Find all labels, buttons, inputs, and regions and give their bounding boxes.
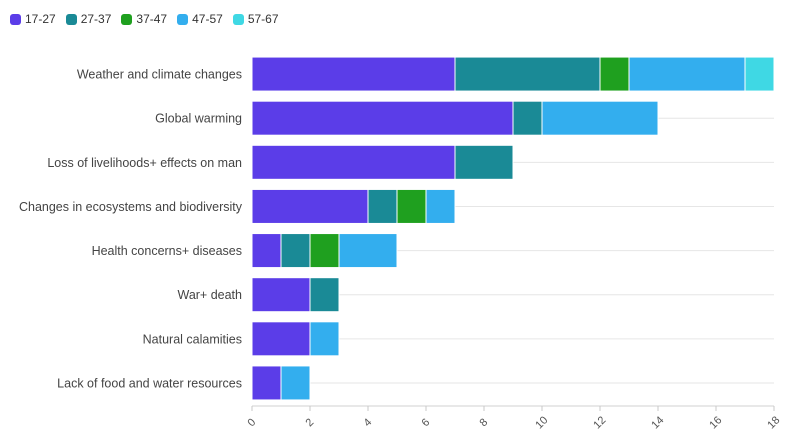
bar-segment-27-37[interactable]: [367, 188, 398, 224]
bar-segment-47-57[interactable]: [338, 233, 398, 269]
bar-segment-27-37[interactable]: [309, 277, 340, 313]
x-tick-label: 16: [707, 414, 724, 431]
category-label: Natural calamities: [143, 332, 242, 346]
x-tick-label: 2: [303, 416, 316, 429]
bar-segment-47-57[interactable]: [541, 100, 659, 136]
x-tick-label: 12: [591, 414, 608, 431]
bar-segment-37-47[interactable]: [396, 188, 427, 224]
bar-segment-17-27[interactable]: [251, 100, 514, 136]
bar-segment-27-37[interactable]: [454, 144, 514, 180]
x-tick-label: 6: [419, 416, 432, 429]
legend-swatch: [121, 13, 133, 25]
category-label: Weather and climate changes: [77, 68, 242, 82]
x-tick-label: 18: [765, 414, 782, 431]
legend-item-37-47[interactable]: 37-47: [121, 12, 167, 26]
x-tick-label: 14: [649, 414, 666, 431]
legend-label: 57-67: [247, 12, 279, 26]
bar-segment-27-37[interactable]: [454, 56, 601, 92]
x-tick-label: 0: [245, 416, 258, 429]
legend-swatch: [177, 13, 189, 25]
legend-item-47-57[interactable]: 47-57: [177, 12, 223, 26]
bar-segment-37-47[interactable]: [599, 56, 630, 92]
bar-segment-47-57[interactable]: [425, 188, 456, 224]
legend-item-17-27[interactable]: 17-27: [10, 12, 56, 26]
legend-label: 17-27: [25, 12, 56, 26]
legend-swatch: [65, 13, 77, 25]
x-tick-label: 4: [361, 416, 374, 429]
bar-segment-17-27[interactable]: [251, 277, 311, 313]
bar-segment-17-27[interactable]: [251, 188, 369, 224]
bar-segment-57-67[interactable]: [744, 56, 775, 92]
bar-segment-47-57[interactable]: [309, 321, 340, 357]
category-label: Loss of livelihoods+ effects on man: [47, 156, 242, 170]
legend-item-57-67[interactable]: 57-67: [232, 12, 279, 26]
legend-label: 37-47: [136, 12, 168, 26]
category-label: Global warming: [155, 112, 242, 126]
chart-legend: 17-27 27-37 37-47 47-57 57-67: [10, 8, 279, 30]
category-label: Lack of food and water resources: [57, 376, 242, 390]
bar-segment-17-27[interactable]: [251, 365, 282, 401]
x-tick-label: 10: [533, 414, 550, 431]
bar-segment-37-47[interactable]: [309, 233, 340, 269]
legend-swatch: [10, 13, 21, 25]
category-label: War+ death: [177, 288, 242, 302]
category-label: Health concerns+ diseases: [92, 244, 242, 258]
legend-item-27-37[interactable]: 27-37: [65, 12, 112, 26]
bar-segment-47-57[interactable]: [280, 365, 311, 401]
bar-segment-17-27[interactable]: [251, 233, 282, 269]
bar-segment-17-27[interactable]: [251, 56, 456, 92]
legend-label: 27-37: [80, 12, 112, 26]
bar-segment-27-37[interactable]: [280, 233, 311, 269]
bar-segment-27-37[interactable]: [512, 100, 543, 136]
legend-label: 47-57: [192, 12, 223, 26]
x-tick-label: 8: [477, 416, 490, 429]
bar-segment-17-27[interactable]: [251, 321, 311, 357]
bar-segment-47-57[interactable]: [628, 56, 746, 92]
legend-swatch: [232, 13, 244, 25]
bar-segment-17-27[interactable]: [251, 144, 456, 180]
category-label: Changes in ecosystems and biodiversity: [19, 200, 243, 214]
